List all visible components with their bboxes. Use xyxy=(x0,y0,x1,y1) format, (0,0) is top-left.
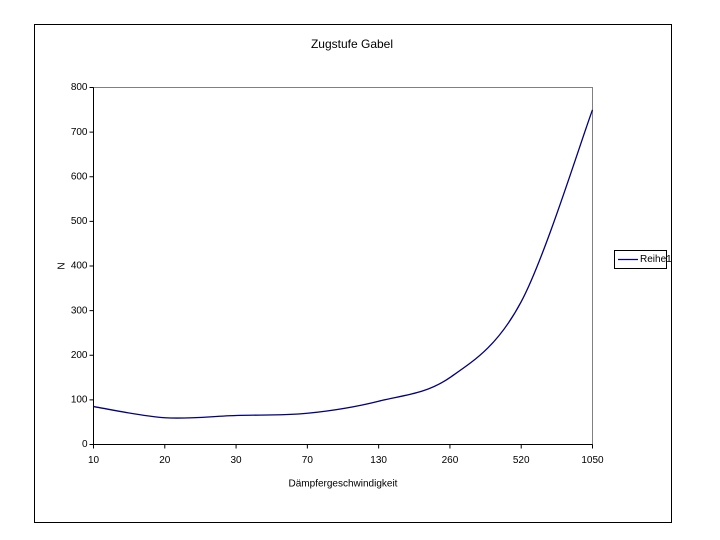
x-tick-label: 30 xyxy=(231,455,243,466)
y-tick-label: 600 xyxy=(71,171,88,182)
legend xyxy=(614,250,667,269)
y-axis-label: N xyxy=(57,262,68,269)
y-tick-label: 100 xyxy=(71,395,88,406)
y-tick-label: 400 xyxy=(71,261,88,272)
x-tick-label: 70 xyxy=(302,455,314,466)
x-tick-label: 520 xyxy=(513,455,530,466)
plot-area xyxy=(93,87,593,445)
y-tick-label: 200 xyxy=(71,350,88,361)
y-tick-label: 0 xyxy=(82,439,88,450)
chart-title: Zugstufe Gabel xyxy=(311,37,393,51)
y-tick-label: 800 xyxy=(71,82,88,93)
legend-label: Reihe1 xyxy=(640,254,672,265)
series-line xyxy=(93,109,594,419)
y-tick-label: 700 xyxy=(71,127,88,138)
x-axis-label: Dämpfergeschwindigkeit xyxy=(289,479,398,490)
x-tick-label: 130 xyxy=(370,455,387,466)
x-tick-label: 260 xyxy=(442,455,459,466)
y-tick-label: 300 xyxy=(71,305,88,316)
x-tick-label: 1050 xyxy=(581,455,604,466)
x-tick-label: 10 xyxy=(88,455,100,466)
y-tick-label: 500 xyxy=(71,216,88,227)
x-tick-label: 20 xyxy=(159,455,171,466)
